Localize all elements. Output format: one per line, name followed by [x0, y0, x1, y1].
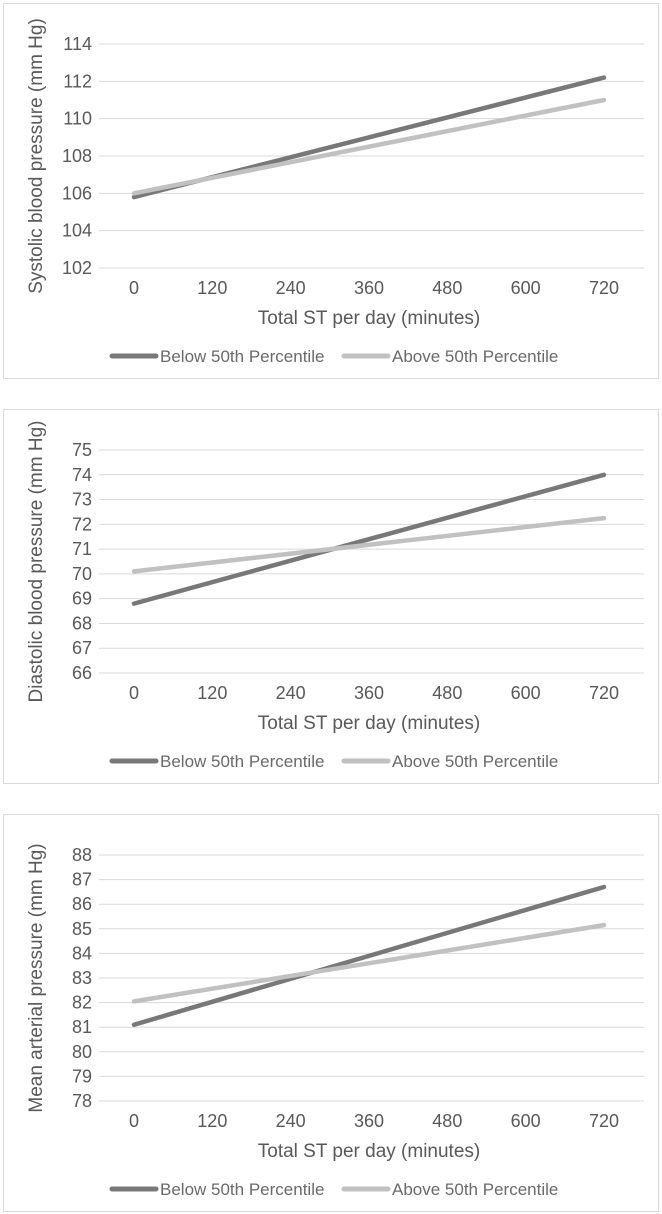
y-tick-label: 71 [72, 539, 92, 559]
x-tick-label: 240 [276, 683, 306, 703]
series-lines [131, 75, 607, 200]
diastolic-line-chart: Diastolic blood pressure (mm Hg) 6667686… [26, 421, 644, 771]
x-axis-title: Total ST per day (minutes) [258, 713, 480, 734]
x-tick-label: 600 [511, 683, 541, 703]
series-line [131, 472, 607, 606]
mean-arterial-line-chart: Mean arterial pressure (mm Hg) 78 79 80 81 8… [26, 843, 644, 1199]
legend-label-below-50th: Below 50th Percentile [160, 347, 324, 366]
x-tick-label: 0 [129, 683, 139, 703]
x-axis-title: Total ST per day (minutes) [258, 308, 480, 329]
systolic-chart-panel: Systolic blood pressure (mm Hg) 102 104 10… [3, 3, 659, 379]
y-tick-label: 68 [72, 613, 92, 633]
y-axis-title: Diastolic blood pressure (mm Hg) [26, 421, 47, 703]
systolic-line-chart: Systolic blood pressure (mm Hg) 10210410… [26, 18, 644, 366]
y-axis-title: Mean arterial pressure (mm Hg) [26, 843, 47, 1112]
y-tick-label: 87 [72, 870, 92, 890]
x-tick-label: 240 [276, 278, 306, 298]
y-tick-label: 102 [62, 258, 92, 278]
x-tick-label: 480 [432, 278, 462, 298]
x-axis-tick-labels: 0 120 240 360 480 600 720 [129, 1111, 619, 1131]
x-axis-tick-labels: 0 120 240 360 480 600 720 [129, 278, 619, 298]
series-line [131, 884, 607, 1027]
x-tick-label: 360 [354, 1111, 384, 1131]
x-tick-label: 480 [432, 1111, 462, 1131]
y-tick-label: 86 [72, 894, 92, 914]
y-tick-label: 106 [62, 183, 92, 203]
y-tick-label: 81 [72, 1017, 92, 1037]
y-tick-label: 75 [72, 440, 92, 460]
y-tick-label: 69 [72, 589, 92, 609]
series-lines [131, 884, 607, 1027]
x-axis-title: Total ST per day (minutes) [258, 1141, 480, 1162]
x-axis-tick-labels: 0 120 240 360 480 600 720 [129, 683, 619, 703]
x-tick-label: 600 [511, 1111, 541, 1131]
y-tick-label: 85 [72, 919, 92, 939]
legend-label-below-50th: Below 50th Percentile [160, 1180, 324, 1199]
y-tick-label: 70 [72, 564, 92, 584]
x-tick-label: 720 [589, 278, 619, 298]
y-tick-label: 84 [72, 943, 92, 963]
series-line [131, 97, 607, 196]
series-line [131, 515, 607, 574]
legend-label-above-50th: Above 50th Percentile [392, 1180, 558, 1199]
y-axis-tick-labels: 102 104 106 108 110 112 114 [62, 34, 92, 278]
y-tick-label: 74 [72, 465, 92, 485]
y-tick-label: 78 [72, 1091, 92, 1111]
y-tick-label: 79 [72, 1066, 92, 1086]
gridlines [99, 43, 644, 269]
x-tick-label: 0 [129, 1111, 139, 1131]
y-tick-label: 82 [72, 993, 92, 1013]
y-tick-label: 108 [62, 146, 92, 166]
diastolic-chart-panel: Diastolic blood pressure (mm Hg) 66 67 68 6… [3, 409, 659, 784]
x-tick-label: 720 [589, 1111, 619, 1131]
y-tick-label: 104 [62, 221, 92, 241]
x-tick-label: 480 [432, 683, 462, 703]
chart-legend: Below 50th Percentile Above 50th Percent… [109, 752, 558, 771]
legend-label-above-50th: Above 50th Percentile [392, 752, 558, 771]
gridlines [99, 854, 644, 1102]
x-tick-label: 240 [276, 1111, 306, 1131]
y-tick-label: 80 [72, 1042, 92, 1062]
x-tick-label: 720 [589, 683, 619, 703]
series-line [131, 922, 607, 1004]
y-tick-label: 83 [72, 968, 92, 988]
y-tick-label: 114 [63, 34, 92, 54]
y-axis-tick-labels: 78 79 80 81 82 83 84 85 86 87 88 [72, 845, 92, 1111]
y-tick-label: 112 [63, 71, 92, 91]
y-tick-label: 72 [72, 514, 92, 534]
x-tick-label: 0 [129, 278, 139, 298]
y-tick-label: 110 [63, 109, 92, 129]
mean-arterial-chart-panel: Mean arterial pressure (mm Hg) 78 79 80 81 8… [3, 814, 659, 1212]
x-tick-label: 120 [197, 278, 227, 298]
y-axis-title: Systolic blood pressure (mm Hg) [26, 18, 47, 294]
legend-label-above-50th: Above 50th Percentile [392, 347, 558, 366]
y-tick-label: 73 [72, 490, 92, 510]
y-tick-label: 66 [72, 663, 92, 683]
chart-legend: Below 50th Percentile Above 50th Percent… [109, 1180, 558, 1199]
chart-legend: Below 50th Percentile Above 50th Percent… [109, 347, 558, 366]
y-tick-label: 67 [72, 638, 92, 658]
legend-label-below-50th: Below 50th Percentile [160, 752, 324, 771]
y-tick-label: 88 [72, 845, 92, 865]
x-tick-label: 120 [197, 1111, 227, 1131]
x-tick-label: 360 [354, 683, 384, 703]
y-axis-tick-labels: 66 67 68 69 70 71 72 73 74 75 [72, 440, 92, 683]
gridlines [99, 449, 644, 674]
series-lines [131, 472, 607, 606]
x-tick-label: 360 [354, 278, 384, 298]
x-tick-label: 600 [511, 278, 541, 298]
x-tick-label: 120 [197, 683, 227, 703]
